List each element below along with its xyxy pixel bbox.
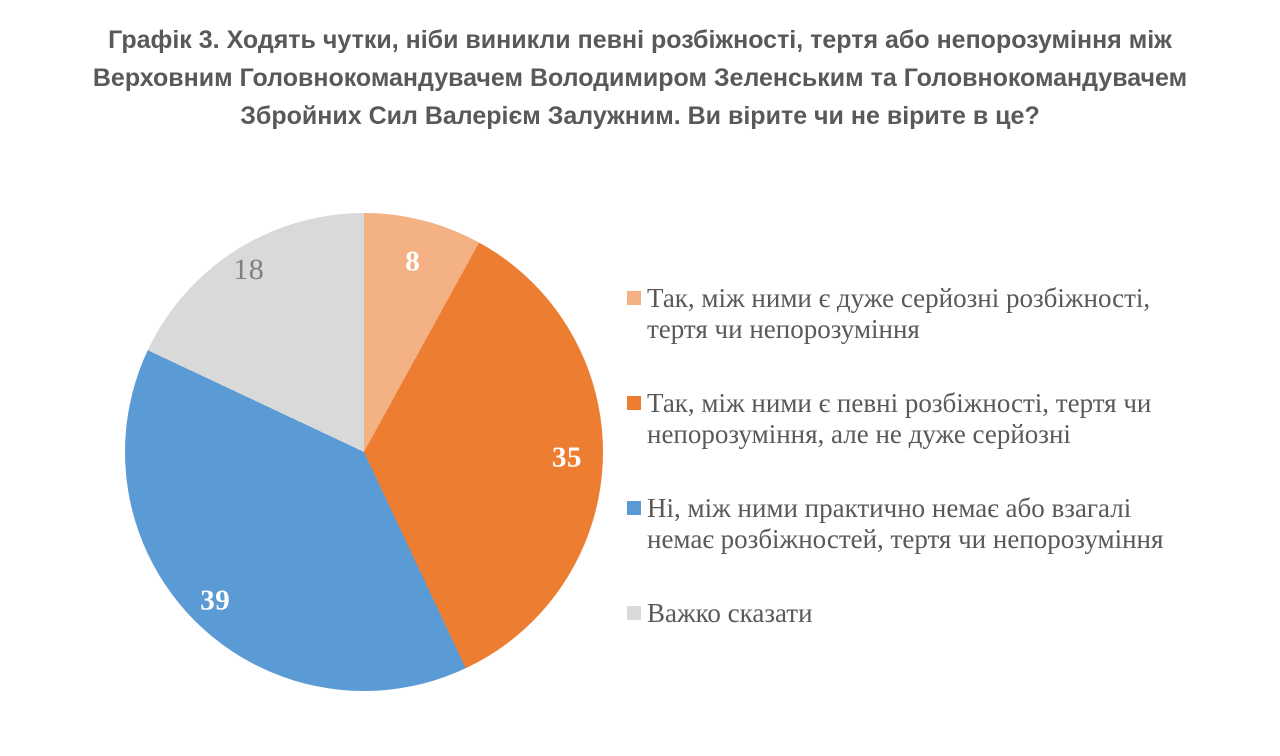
chart-title: Графік 3. Ходять чутки, ніби виникли пев… [92,26,1188,130]
pie-chart: 8 35 39 18 [125,213,603,691]
legend-marker-icon [627,501,641,515]
legend-item: Так, між ними є дуже серйозні розбіжност… [627,283,1235,345]
pie-value-label: 39 [200,584,231,617]
pie-value-label: 18 [233,253,265,287]
pie-value-label: 35 [552,441,583,474]
legend-marker-icon [627,291,641,305]
legend-marker-icon [627,396,641,410]
legend-item-label: Так, між ними є дуже серйозні розбіжност… [647,283,1151,344]
legend-item: Важко сказати [627,598,1235,629]
legend: Так, між ними є дуже серйозні розбіжност… [627,283,1235,629]
pie-value-label: 8 [405,245,421,278]
legend-item-label: Важко сказати [647,598,813,628]
legend-item-label: Ні, між ними практично немає або взагалі… [647,493,1164,554]
legend-marker-icon [627,606,641,620]
legend-item-label: Так, між ними є певні розбіжності, тертя… [647,388,1152,449]
legend-item: Ні, між ними практично немає або взагалі… [627,493,1235,555]
legend-item: Так, між ними є певні розбіжності, тертя… [627,388,1235,450]
